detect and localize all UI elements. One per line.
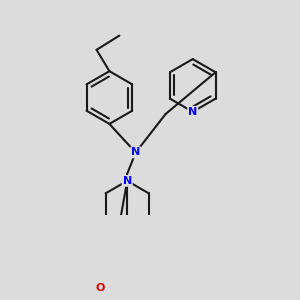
Text: N: N	[131, 147, 140, 158]
Text: N: N	[188, 107, 197, 117]
Text: N: N	[123, 176, 132, 186]
Text: O: O	[95, 283, 105, 293]
